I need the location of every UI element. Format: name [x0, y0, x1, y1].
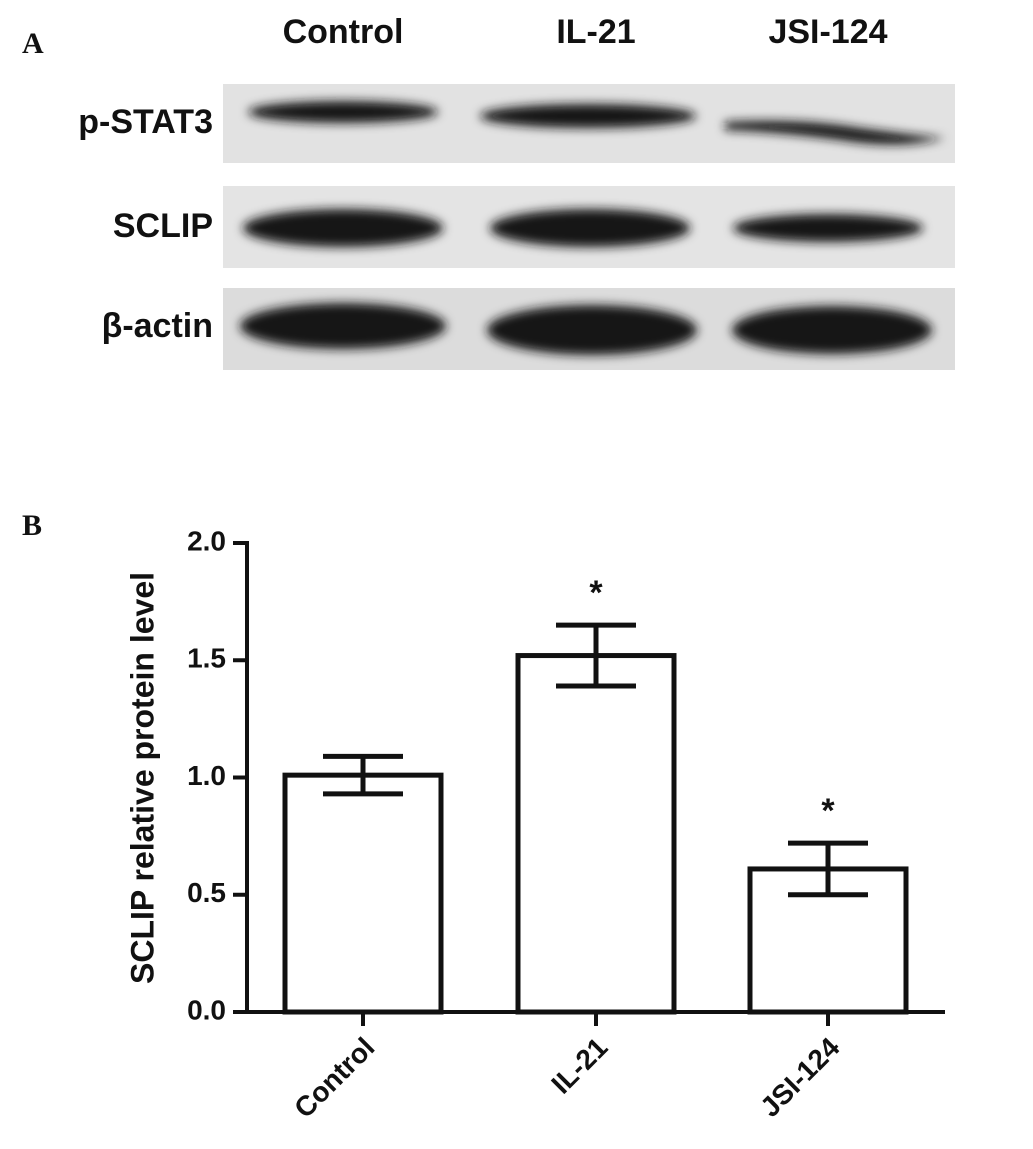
row-label: p-STAT3: [78, 103, 213, 141]
y-tick-label: 2.0: [187, 525, 226, 556]
row-label: β-actin: [102, 307, 213, 345]
x-tick-label: Control: [288, 1032, 380, 1124]
row-label: SCLIP: [113, 207, 213, 245]
error-bar: [556, 622, 636, 689]
x-tick-label: IL-21: [545, 1032, 613, 1100]
band: [248, 101, 438, 123]
lane-label: IL-21: [556, 13, 635, 51]
panel-label: B: [22, 509, 42, 542]
lane-label: JSI-124: [768, 13, 887, 51]
bar: [282, 772, 444, 1015]
x-tick-label: JSI-124: [754, 1031, 846, 1123]
band: [732, 306, 932, 354]
panel-label: A: [22, 27, 44, 60]
y-tick-label: 1.0: [187, 760, 226, 791]
blot: [223, 84, 955, 370]
significance-mark: *: [589, 574, 603, 612]
band: [733, 214, 923, 242]
y-tick-label: 0.0: [187, 994, 226, 1025]
y-axis-title: SCLIP relative protein level: [124, 572, 160, 984]
lane-label: Control: [283, 13, 404, 51]
band: [490, 209, 690, 247]
band: [240, 303, 446, 349]
band: [487, 305, 697, 355]
bar: [515, 653, 677, 1015]
band: [725, 120, 945, 145]
band: [243, 209, 443, 247]
band: [480, 104, 696, 128]
significance-mark: *: [821, 792, 835, 830]
y-tick-label: 0.5: [187, 877, 226, 908]
error-bar: [323, 753, 403, 797]
error-bar: [788, 840, 868, 898]
y-tick-label: 1.5: [187, 643, 226, 674]
